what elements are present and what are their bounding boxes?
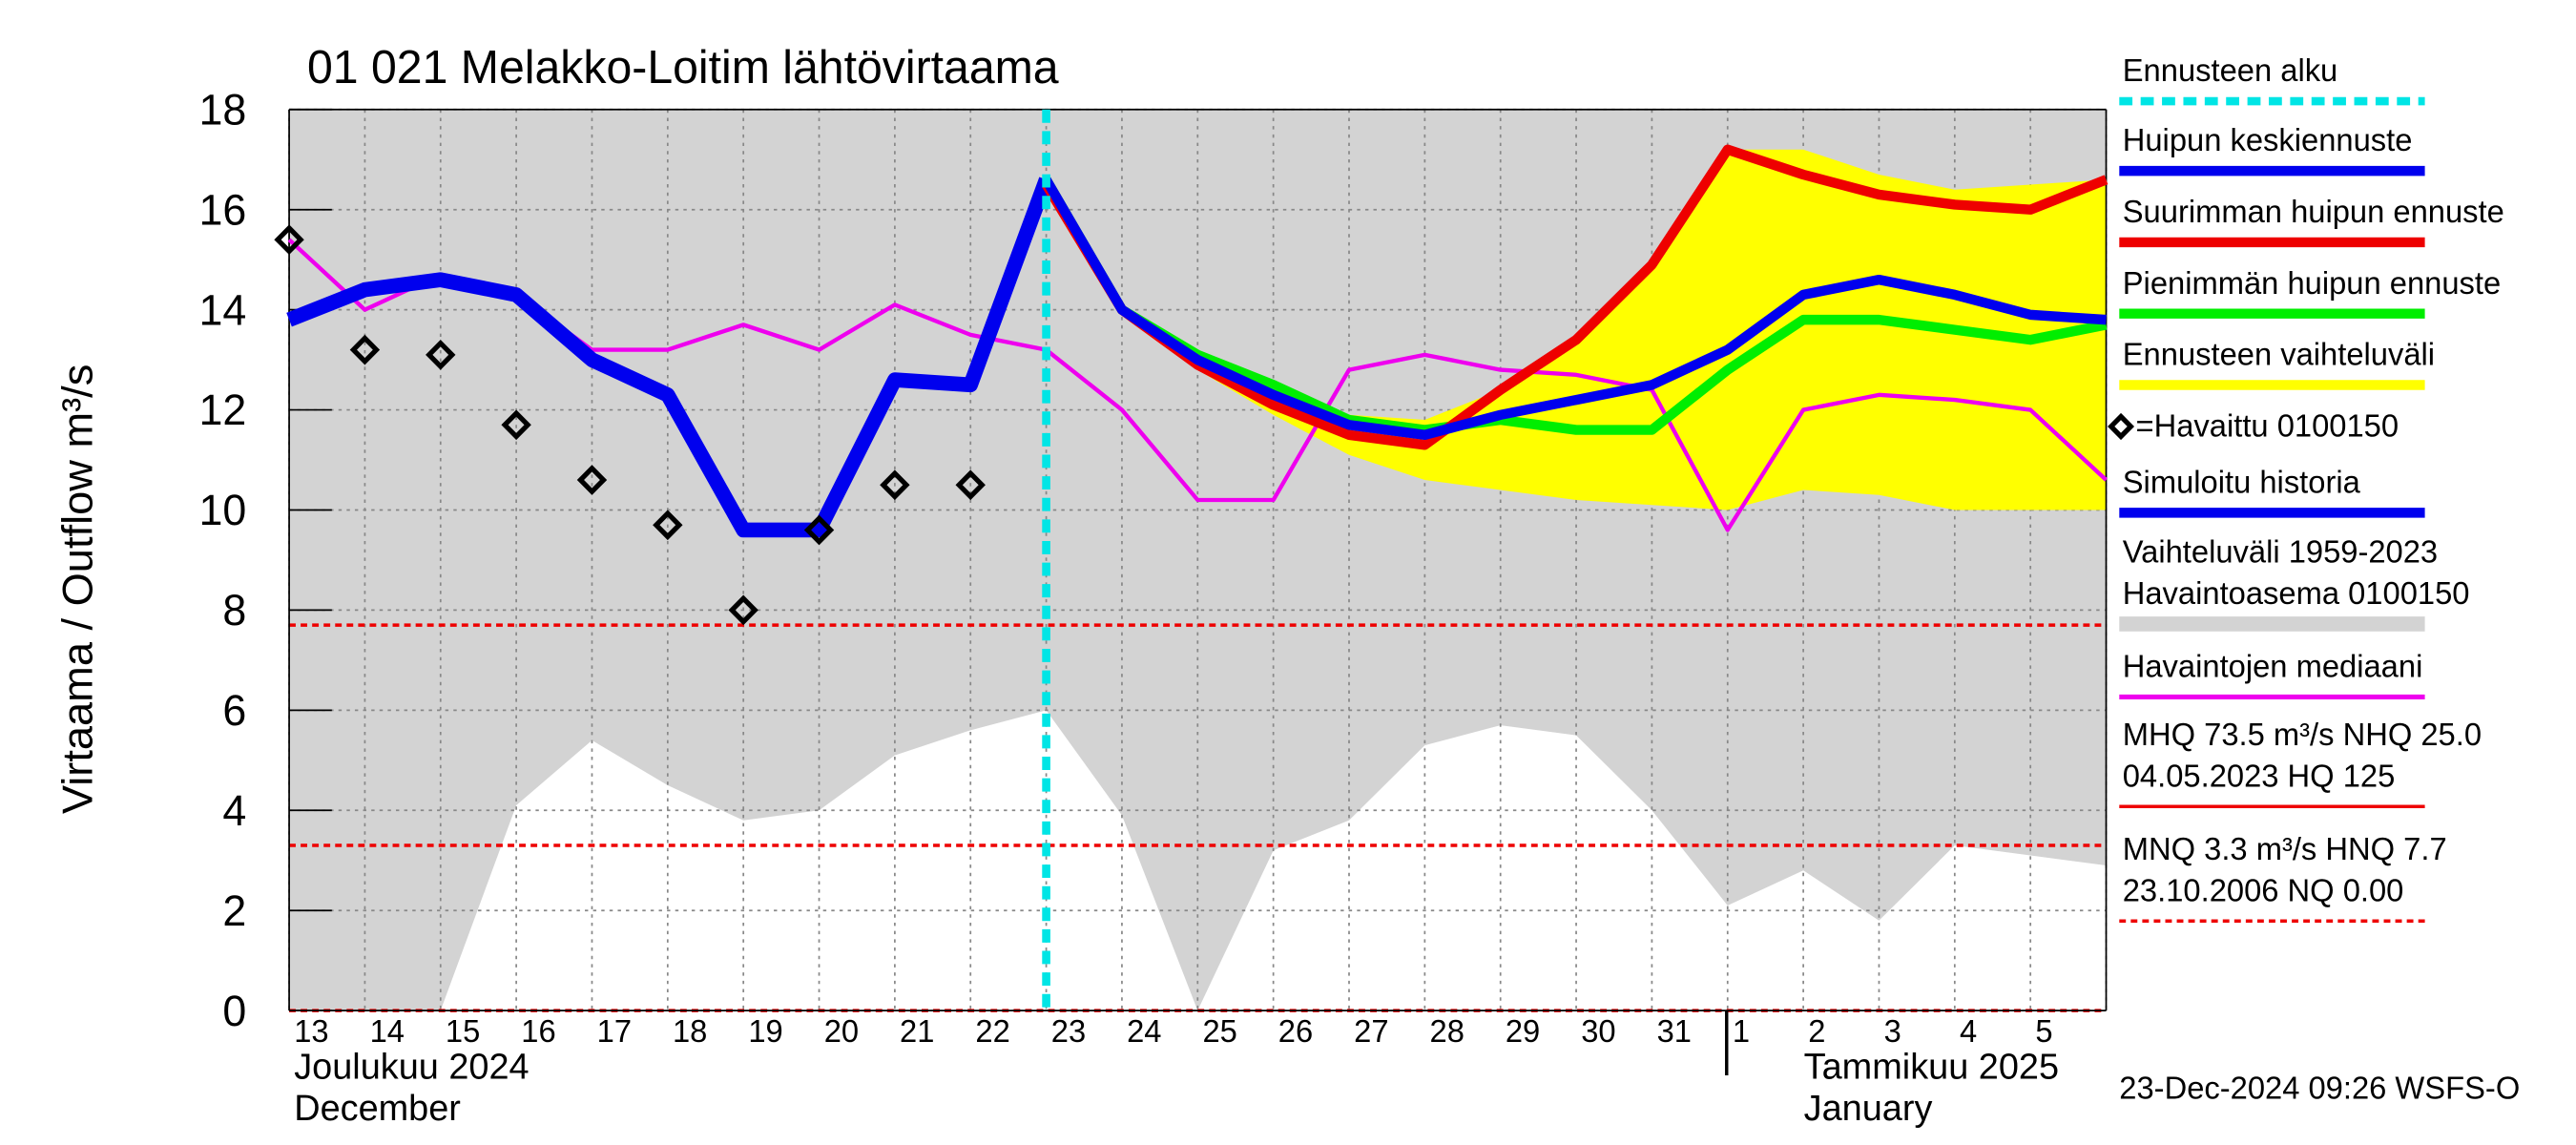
x-tick-label: 15 [446,1013,480,1049]
observed-point [576,465,608,495]
legend-label: MHQ 73.5 m³/s NHQ 25.0 [2123,717,2482,752]
legend-label: Vaihteluväli 1959-2023 [2123,533,2438,569]
x-tick-label: 22 [975,1013,1009,1049]
observed-point [426,339,456,370]
x-tick-label: 31 [1657,1013,1692,1049]
month-label: Tammikuu 2025 [1804,1047,2059,1087]
legend-label: Pienimmän huipun ennuste [2123,265,2501,301]
chart-title: 01 021 Melakko-Loitim lähtövirtaama [307,42,1059,94]
observed-point [803,514,835,546]
x-tick-label: 29 [1506,1013,1540,1049]
legend-label: =Havaittu 0100150 [2136,407,2399,443]
x-tick-label: 4 [1960,1013,1977,1049]
x-tick-label: 5 [2035,1013,2052,1049]
x-tick-label: 16 [521,1013,555,1049]
observed-point [955,469,986,501]
y-tick-label: 12 [198,385,246,434]
x-tick-label: 1 [1733,1013,1750,1049]
observed-point [501,409,531,441]
x-tick-label: 30 [1581,1013,1615,1049]
y-tick-label: 18 [198,85,246,134]
y-tick-label: 0 [222,987,246,1035]
y-tick-label: 8 [222,586,246,635]
y-tick-label: 14 [198,285,246,334]
legend-marker [2108,412,2135,441]
y-tick-label: 16 [198,185,246,234]
observed-point [349,334,381,365]
observed-point [274,224,304,256]
y-tick-label: 4 [222,786,246,835]
x-tick-label: 18 [673,1013,707,1049]
y-tick-label: 2 [222,886,246,935]
legend-label: Havaintoasema 0100150 [2123,575,2470,611]
month-label: January [1804,1089,1933,1129]
y-tick-label: 10 [198,486,246,534]
series-line [286,177,1053,538]
x-tick-label: 23 [1051,1013,1086,1049]
x-tick-label: 19 [748,1013,782,1049]
x-tick-label: 24 [1127,1013,1161,1049]
legend-label: Havaintojen mediaani [2123,648,2423,683]
x-tick-label: 27 [1354,1013,1388,1049]
x-tick-label: 28 [1430,1013,1465,1049]
y-tick-label: 6 [222,686,246,735]
x-tick-label: 14 [370,1013,405,1049]
x-tick-label: 3 [1884,1013,1901,1049]
series-line [1042,177,2107,441]
x-tick-label: 25 [1202,1013,1236,1049]
observed-point [653,510,683,541]
x-tick-label: 17 [597,1013,632,1049]
month-label: December [294,1089,461,1129]
observed-point [880,469,910,501]
x-tick-label: 2 [1808,1013,1825,1049]
x-tick-label: 13 [294,1013,328,1049]
x-tick-label: 21 [900,1013,934,1049]
series-line [1042,144,2109,450]
legend-label: Huipun keskiennuste [2123,122,2413,157]
month-label: Joulukuu 2024 [294,1047,529,1087]
legend-label: Ennusteen alku [2123,52,2338,88]
y-axis-label: Virtaama / Outflow m³/s [53,364,102,814]
legend-label: Suurimman huipun ennuste [2123,194,2504,229]
legend-label: Ennusteen vaihteluväli [2123,336,2435,371]
series-line [1042,177,2108,435]
x-tick-label: 26 [1278,1013,1313,1049]
legend-label: 23.10.2006 NQ 0.00 [2123,872,2404,907]
observed-point [728,594,758,626]
legend-label: Simuloitu historia [2123,464,2361,499]
footer: 23-Dec-2024 09:26 WSFS-O [2119,1070,2520,1105]
x-tick-label: 20 [824,1013,859,1049]
median-line [287,238,2108,532]
legend-label: 04.05.2023 HQ 125 [2123,758,2396,793]
legend-label: MNQ 3.3 m³/s HNQ 7.7 [2123,831,2447,866]
